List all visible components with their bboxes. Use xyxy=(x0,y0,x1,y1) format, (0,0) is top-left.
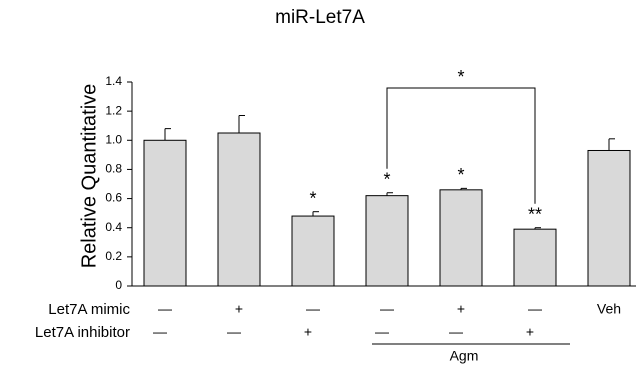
condition-value: — xyxy=(158,301,172,317)
y-axis-label: Relative Quantitative xyxy=(78,84,100,269)
condition-value: + xyxy=(457,301,465,317)
y-tick-label: 0.2 xyxy=(105,249,122,263)
y-tick-label: 0.6 xyxy=(105,191,122,205)
significance-label: * xyxy=(383,169,390,189)
y-tick-label: 0 xyxy=(115,278,122,292)
condition-label: Let7A mimic xyxy=(48,301,130,318)
significance-label: ** xyxy=(528,204,542,224)
condition-value: — xyxy=(375,324,389,340)
condition-value: — xyxy=(449,324,463,340)
bar xyxy=(217,132,261,287)
bar xyxy=(439,189,483,287)
condition-value: + xyxy=(304,324,312,340)
bar xyxy=(143,139,187,287)
bar xyxy=(587,149,631,287)
condition-value: — xyxy=(380,301,394,317)
group-label: Agm xyxy=(450,348,479,364)
bar xyxy=(291,215,335,287)
bracket-label: * xyxy=(457,67,464,87)
y-tick-label: 1.2 xyxy=(105,103,122,117)
condition-value: — xyxy=(528,301,542,317)
condition-value: — xyxy=(227,324,241,340)
y-tick-label: 0.8 xyxy=(105,162,122,176)
condition-value: + xyxy=(526,324,534,340)
condition-value: + xyxy=(235,301,243,317)
significance-label: * xyxy=(457,165,464,185)
y-tick-label: 0.4 xyxy=(105,220,122,234)
condition-value: — xyxy=(153,324,167,340)
condition-value: — xyxy=(306,301,320,317)
condition-value: Veh xyxy=(597,301,621,317)
significance-label: * xyxy=(309,188,316,208)
y-tick-label: 1.4 xyxy=(105,74,122,88)
condition-label: Let7A inhibitor xyxy=(35,324,130,341)
chart-title: miR-Let7A xyxy=(275,7,365,28)
bar xyxy=(365,195,409,287)
significance-bracket xyxy=(386,87,536,204)
bar xyxy=(513,228,557,287)
y-tick-label: 1.0 xyxy=(105,132,122,146)
